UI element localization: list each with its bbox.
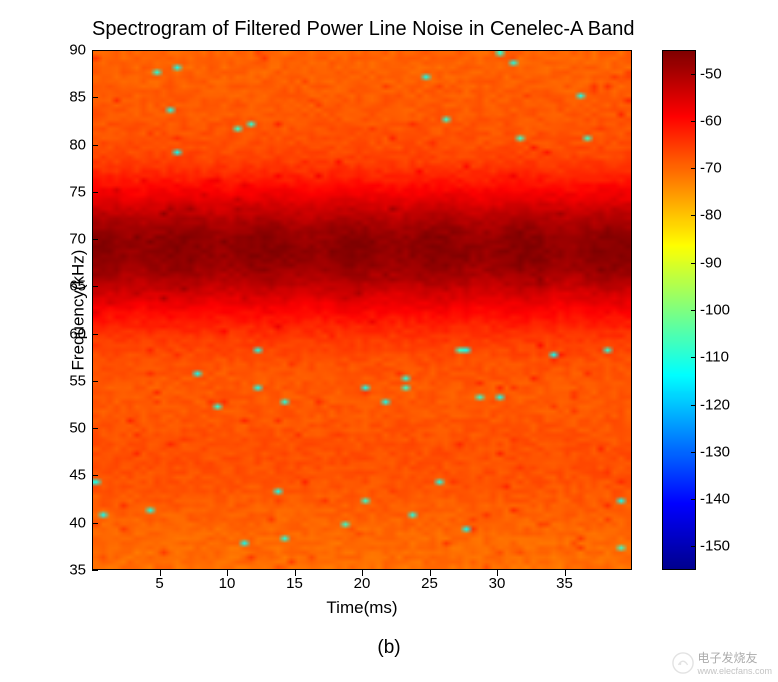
colorbar-tick-label: -100	[700, 302, 730, 319]
x-tick-label: 20	[347, 575, 377, 592]
y-axis-label: Frequency(kHz)	[68, 250, 88, 371]
x-tick-mark	[497, 570, 498, 576]
colorbar-tick-mark	[691, 215, 696, 216]
y-tick-mark	[92, 334, 98, 335]
colorbar-tick-mark	[691, 310, 696, 311]
colorbar-tick-label: -90	[700, 254, 722, 271]
colorbar-tick-mark	[691, 263, 696, 264]
y-tick-mark	[92, 192, 98, 193]
y-tick-label: 80	[46, 136, 86, 153]
x-tick-mark	[565, 570, 566, 576]
y-tick-mark	[92, 286, 98, 287]
chart-title: Spectrogram of Filtered Power Line Noise…	[92, 18, 652, 41]
colorbar-tick-mark	[691, 546, 696, 547]
x-tick-label: 35	[550, 575, 580, 592]
x-tick-label: 30	[482, 575, 512, 592]
y-tick-mark	[92, 97, 98, 98]
colorbar-tick-label: -140	[700, 491, 730, 508]
colorbar-tick-mark	[691, 168, 696, 169]
x-tick-label: 5	[145, 575, 175, 592]
y-tick-label: 45	[46, 467, 86, 484]
y-tick-mark	[92, 570, 98, 571]
y-tick-mark	[92, 50, 98, 51]
y-tick-label: 60	[46, 325, 86, 342]
x-tick-label: 15	[280, 575, 310, 592]
spectrogram-heatmap	[93, 51, 631, 569]
colorbar-tick-label: -150	[700, 538, 730, 555]
spectrogram-axes	[92, 50, 632, 570]
y-tick-label: 35	[46, 562, 86, 579]
x-tick-label: 25	[415, 575, 445, 592]
y-tick-label: 85	[46, 89, 86, 106]
watermark: 电子发烧友 www.elecfans.com	[672, 649, 772, 676]
colorbar-tick-mark	[691, 405, 696, 406]
subplot-label: (b)	[0, 637, 778, 659]
y-tick-label: 90	[46, 42, 86, 59]
colorbar-tick-label: -130	[700, 443, 730, 460]
y-tick-mark	[92, 239, 98, 240]
colorbar-tick-label: -50	[700, 65, 722, 82]
colorbar-tick-mark	[691, 452, 696, 453]
y-tick-label: 65	[46, 278, 86, 295]
x-tick-mark	[362, 570, 363, 576]
colorbar-tick-mark	[691, 499, 696, 500]
x-tick-mark	[227, 570, 228, 576]
y-tick-label: 75	[46, 183, 86, 200]
x-tick-label: 10	[212, 575, 242, 592]
y-tick-mark	[92, 475, 98, 476]
colorbar-tick-label: -120	[700, 396, 730, 413]
y-tick-mark	[92, 523, 98, 524]
colorbar-tick-label: -60	[700, 112, 722, 129]
x-tick-mark	[160, 570, 161, 576]
y-tick-label: 70	[46, 231, 86, 248]
elecfans-logo-icon	[672, 652, 694, 674]
x-tick-mark	[295, 570, 296, 576]
colorbar-tick-mark	[691, 74, 696, 75]
x-tick-mark	[430, 570, 431, 576]
x-axis-label: Time(ms)	[92, 598, 632, 618]
y-tick-mark	[92, 428, 98, 429]
y-tick-label: 55	[46, 372, 86, 389]
colorbar-tick-label: -70	[700, 160, 722, 177]
colorbar-tick-label: -110	[700, 349, 729, 366]
y-tick-mark	[92, 145, 98, 146]
colorbar-tick-label: -80	[700, 207, 722, 224]
figure-container: Spectrogram of Filtered Power Line Noise…	[0, 0, 778, 682]
y-tick-mark	[92, 381, 98, 382]
colorbar-tick-mark	[691, 357, 696, 358]
y-tick-label: 50	[46, 420, 86, 437]
watermark-text: 电子发烧友 www.elecfans.com	[697, 649, 772, 676]
y-tick-label: 40	[46, 514, 86, 531]
colorbar-tick-mark	[691, 121, 696, 122]
